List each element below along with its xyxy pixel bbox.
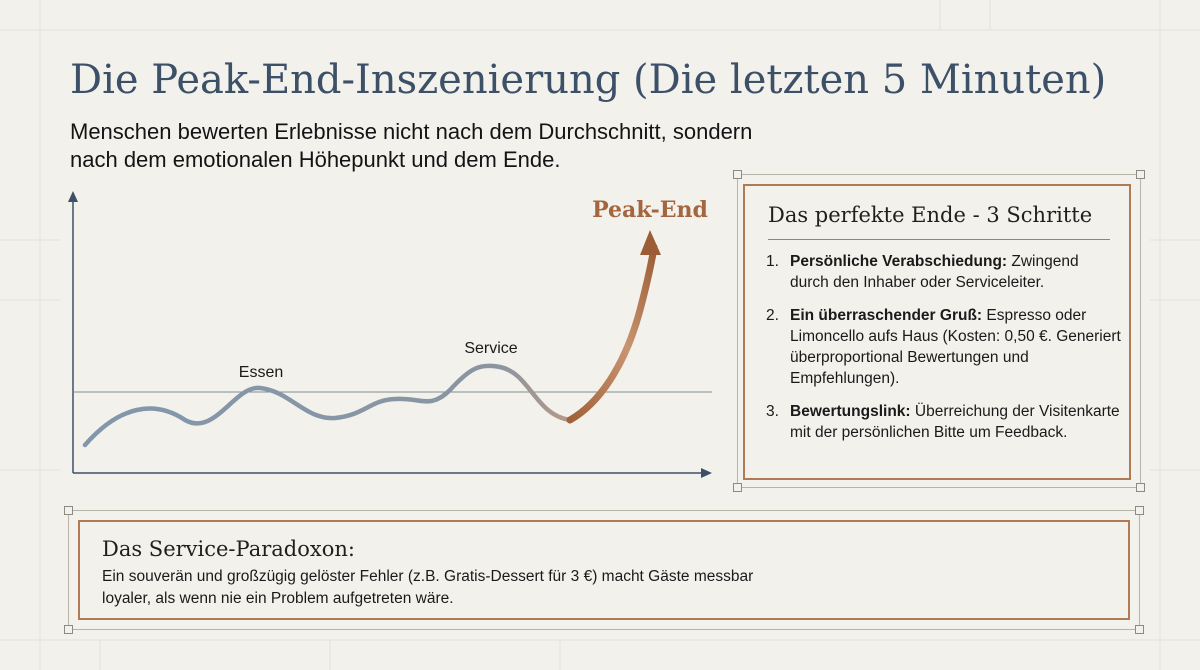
step-item: 3. Bewertungslink: Überreichung der Visit… [766,401,1121,443]
step-item: 1. Persönliche Verabschiedung: Zwingend d… [766,251,1121,293]
peak-end-arrow-line [566,243,658,424]
page-subtitle: Menschen bewerten Erlebnisse nicht nach … [70,119,753,172]
step-item: 2. Ein überraschender Gruß: Espresso oder… [766,305,1121,389]
step-heading: Bewertungslink: [790,403,911,420]
step-number: 1. [766,253,779,270]
step-number: 3. [766,403,779,420]
step-text: Zwingend durch den Inhaber oder Servicel… [790,253,1079,291]
step-text: Espresso oder Limoncello aufs Haus (Kost… [790,307,1121,387]
peak-end-curve-chart: Essen Service Peak-End [68,191,712,478]
label-essen: Essen [239,364,283,381]
steps-card-title: Das perfekte Ende - 3 Schritte [768,203,1093,227]
steps-card [733,170,1145,492]
paradox-card-title: Das Service-Paradoxon: [102,537,355,561]
paradox-card [64,506,1144,634]
page-title: Die Peak-End-Inszenierung (Die letzten 5… [70,57,1107,103]
step-number: 2. [766,307,779,324]
steps-list: 1. Persönliche Verabschiedung: Zwingend d… [766,251,1121,455]
x-axis-arrowhead [701,468,712,478]
label-peak-end: Peak-End [592,197,708,223]
step-text: Überreichung der Visitenkarte mit der pe… [790,403,1120,441]
label-service: Service [464,340,517,357]
experience-wave-line [82,363,573,448]
steps-card-divider [768,239,1110,240]
step-heading: Ein überraschender Gruß: [790,307,983,324]
peak-end-arrowhead [640,230,661,255]
paradox-card-text: Ein souverän und großzügig gelöster Fehl… [102,568,754,607]
y-axis-arrowhead [68,191,78,202]
step-heading: Persönliche Verabschiedung: [790,253,1008,270]
